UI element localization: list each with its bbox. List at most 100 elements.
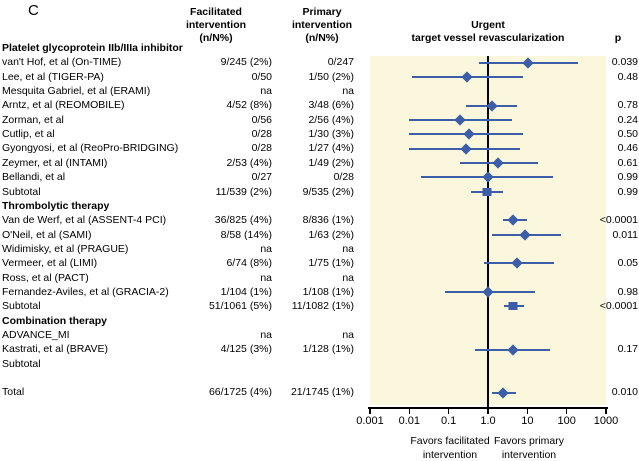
p-value: 0.24	[617, 113, 638, 126]
facilitated-header-line: Facilitated	[190, 6, 242, 18]
study-row: Vermeer, et al (LIMI) 6/74 (8%) 1/75 (1%) 0…	[0, 256, 639, 270]
facilitated-value: 0/28	[251, 128, 272, 141]
facilitated-value: 0/28	[251, 142, 272, 155]
x-axis-tick	[526, 409, 529, 414]
study-label: Mesquita Gabriel, et al (ERAMI)	[2, 85, 151, 98]
facilitated-value: 36/825 (4%)	[214, 214, 272, 227]
primary-value: 1/63 (2%)	[308, 228, 354, 241]
p-value: 0.039	[611, 56, 638, 69]
p-value: 0.17	[617, 343, 638, 356]
study-row: Ross, et al (PACT) na na	[0, 271, 639, 285]
point-estimate-marker	[511, 257, 523, 270]
study-label: Cutlip, et al	[2, 128, 55, 141]
p-value: 0.98	[617, 285, 638, 298]
group-header-row: Combination therapy	[0, 314, 639, 328]
study-label: Kastrati, et al (BRAVE)	[2, 343, 109, 356]
primary-value: 0/28	[333, 171, 354, 184]
outcome-header-line: Urgent	[471, 19, 505, 31]
primary-value: 9/535 (2%)	[302, 185, 354, 198]
study-row: Lee, et al (TIGER-PA) 0/50 1/50 (2%) 0.48	[0, 70, 639, 84]
study-row: Zeymer, et al (INTAMI) 2/53 (4%) 1/49 (2%)…	[0, 156, 639, 170]
primary-column-header: Primary intervention (n/N%)	[274, 6, 370, 45]
study-label: Zeymer, et al (INTAMI)	[2, 156, 108, 169]
facilitated-value: 1/104 (1%)	[220, 285, 272, 298]
facilitated-value: 4/52 (8%)	[226, 99, 272, 112]
facilitated-value: 66/1725 (4%)	[208, 386, 272, 399]
primary-value: 1/49 (2%)	[308, 156, 354, 169]
primary-value: 2/56 (4%)	[308, 113, 354, 126]
study-label: Arntz, et al (REOMOBILE)	[2, 99, 125, 112]
primary-value: 1/30 (3%)	[308, 128, 354, 141]
p-value: 0.05	[617, 257, 638, 270]
primary-value: 1/27 (4%)	[308, 142, 354, 155]
p-value: 0.50	[617, 128, 638, 141]
outcome-header-line: target vessel revascularization	[411, 32, 565, 44]
point-estimate-marker	[522, 56, 534, 69]
point-estimate-marker	[482, 187, 492, 196]
study-label: Vermeer, et al (LIMI)	[2, 257, 98, 270]
study-label: Lee, et al (TIGER-PA)	[2, 70, 104, 83]
study-label: Combination therapy	[2, 314, 108, 327]
facilitated-header-line: intervention	[185, 19, 247, 31]
primary-value: 21/1745 (1%)	[290, 386, 354, 399]
x-axis-tick	[605, 409, 607, 414]
primary-value: 8/836 (1%)	[302, 214, 354, 227]
primary-header-line: intervention	[291, 19, 353, 31]
facilitated-header-line: (n/N%)	[199, 32, 233, 44]
p-value: 0.99	[617, 171, 638, 184]
study-label: Fernandez-Aviles, et al (GRACIA-2)	[2, 285, 169, 298]
point-estimate-marker	[506, 343, 519, 356]
study-label: Bellandi, et al	[2, 171, 66, 184]
point-estimate-marker	[482, 286, 494, 298]
facilitated-value: 0/50	[251, 70, 272, 83]
study-label: Ross, et al (PACT)	[2, 271, 89, 284]
study-row: Gyongyosi, et al (ReoPro-BRIDGING) 0/28 1/…	[0, 141, 639, 155]
x-axis-tick	[369, 409, 371, 414]
study-row: Van de Werf, et al (ASSENT-4 PCI) 36/825 …	[0, 213, 639, 227]
facilitated-value: na	[260, 85, 272, 98]
study-row: Cutlip, et al 0/28 1/30 (3%) 0.50	[0, 127, 639, 141]
favors-facilitated-label: Favors facilitated intervention	[410, 435, 490, 461]
x-axis-tick-label: 10	[521, 415, 534, 427]
p-value: 0.61	[617, 156, 638, 169]
point-estimate-marker	[453, 114, 466, 126]
x-axis-tick	[487, 409, 489, 414]
primary-value: na	[342, 242, 354, 255]
study-row: O'Neil, et al (SAMI) 8/58 (14%) 1/63 (2%) 0…	[0, 228, 639, 242]
x-axis-tick-label: 0.1	[441, 415, 457, 427]
x-axis-tick-label: 0.001	[356, 415, 384, 427]
study-row: Widimisky, et al (PRAGUE) na na	[0, 242, 639, 256]
point-estimate-marker	[508, 302, 517, 311]
point-estimate-marker	[497, 386, 509, 399]
facilitated-value: 0/56	[251, 113, 272, 126]
x-axis-tick	[565, 409, 568, 414]
primary-header-line: Primary	[302, 6, 342, 18]
study-row: Zorman, et al 0/56 2/56 (4%) 0.24	[0, 113, 639, 127]
no-effect-reference-line	[487, 56, 489, 409]
primary-value: 1/108 (1%)	[302, 285, 354, 298]
study-label: Subtotal	[2, 357, 41, 370]
subtotal-row: Subtotal 51/1061 (5%) 11/1082 (1%) <0.0001	[0, 299, 639, 313]
x-axis-tick	[408, 409, 411, 414]
study-row: van't Hof, et al (On-TIME) 9/245 (2%) 0/24…	[0, 55, 639, 69]
primary-value: 3/48 (6%)	[308, 99, 354, 112]
primary-value: na	[342, 85, 354, 98]
primary-value: 1/128 (1%)	[302, 343, 354, 356]
x-axis-tick-label: 100	[557, 415, 576, 427]
point-estimate-marker	[482, 171, 494, 183]
study-label: Zorman, et al	[2, 113, 64, 126]
facilitated-value: na	[260, 329, 272, 341]
p-value: 0.99	[617, 185, 638, 198]
p-value: <0.0001	[599, 300, 638, 313]
group-header-row: Thrombolytic therapy	[0, 199, 639, 213]
facilitated-value: 8/58 (14%)	[220, 228, 272, 241]
facilitated-value: 9/245 (2%)	[220, 56, 272, 69]
x-axis-line	[368, 407, 608, 409]
favors-primary-label: Favors primary intervention	[493, 435, 564, 461]
study-label: Subtotal	[2, 300, 41, 313]
p-value: 0.010	[611, 386, 638, 399]
panel-label: C	[28, 2, 39, 19]
study-row: ADVANCE_MI na na	[0, 328, 639, 342]
primary-value: 0/247	[327, 56, 354, 69]
